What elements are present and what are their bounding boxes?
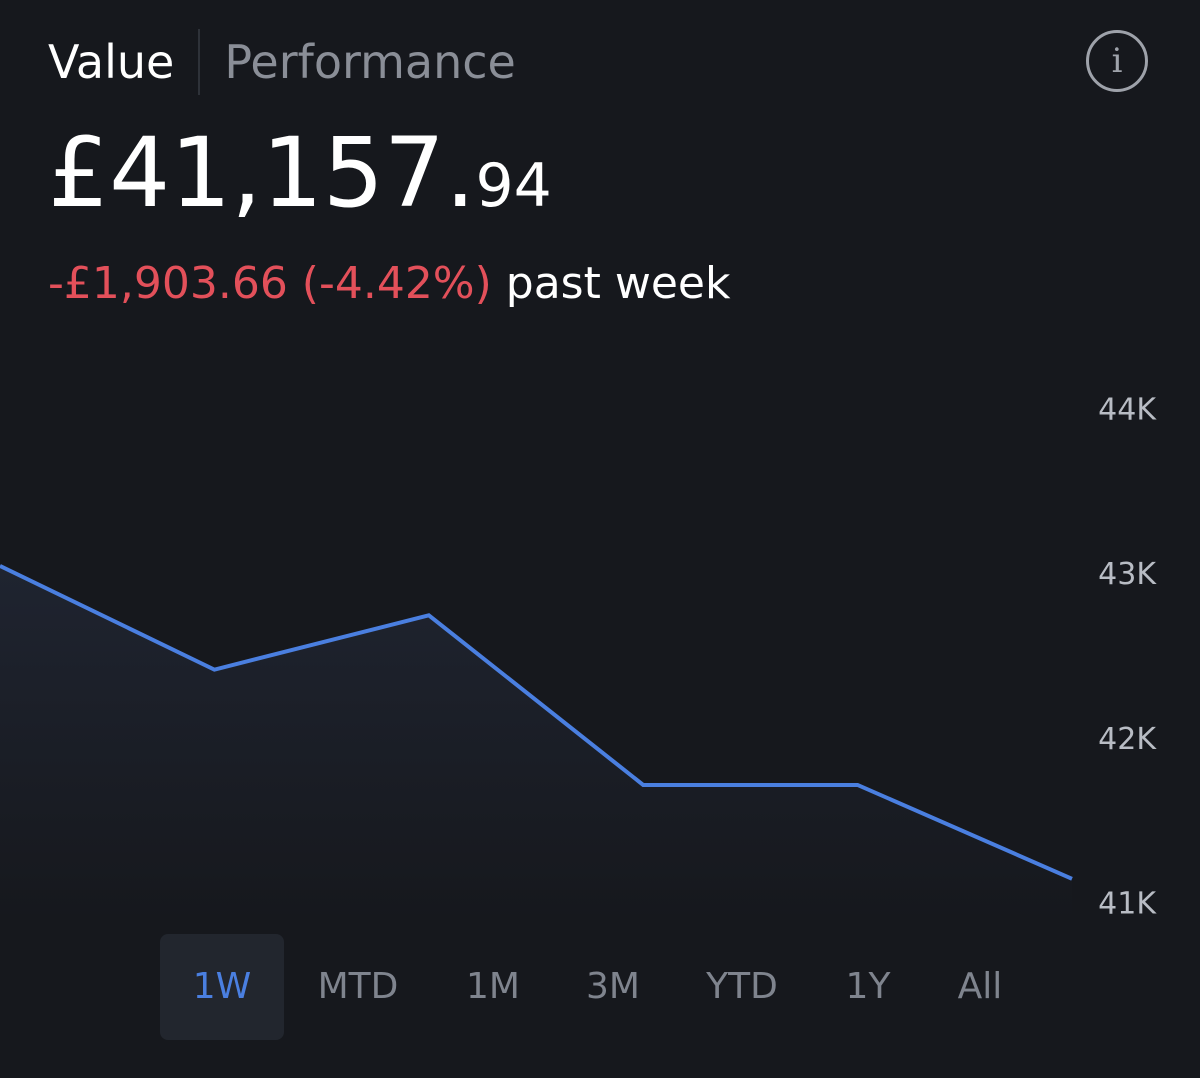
range-btn-ytd[interactable]: YTD: [706, 966, 778, 1007]
range-btn-1m[interactable]: 1M: [466, 966, 520, 1007]
view-tabs: Value Performance: [48, 29, 516, 95]
tab-performance[interactable]: Performance: [224, 35, 516, 89]
range-btn-1y[interactable]: 1Y: [845, 966, 891, 1007]
range-btn-3m[interactable]: 3M: [586, 966, 640, 1007]
y-tick-label: 44K: [1098, 392, 1157, 427]
info-icon[interactable]: i: [1086, 30, 1148, 92]
tab-divider: [198, 29, 201, 95]
portfolio-value-main: £41,157.: [48, 117, 476, 229]
y-tick-label: 41K: [1098, 887, 1157, 920]
range-btn-1w[interactable]: 1W: [160, 934, 284, 1040]
value-chart[interactable]: 44K 43K 42K 41K: [0, 360, 1200, 920]
chart-area-fill: [0, 565, 1072, 920]
portfolio-value-decimals: 94: [475, 151, 552, 221]
change-amount: -£1,903.66 (-4.42%): [48, 258, 492, 309]
range-btn-mtd[interactable]: MTD: [317, 966, 399, 1007]
change-period: past week: [505, 258, 731, 309]
y-tick-label: 43K: [1098, 557, 1157, 592]
value-change: -£1,903.66 (-4.42%) past week: [48, 254, 730, 314]
portfolio-value: £41,157.94: [48, 118, 552, 228]
tab-value[interactable]: Value: [48, 35, 175, 89]
y-tick-label: 42K: [1098, 722, 1157, 757]
chart-series-line: [0, 564, 1073, 881]
range-btn-all[interactable]: All: [957, 966, 1003, 1007]
